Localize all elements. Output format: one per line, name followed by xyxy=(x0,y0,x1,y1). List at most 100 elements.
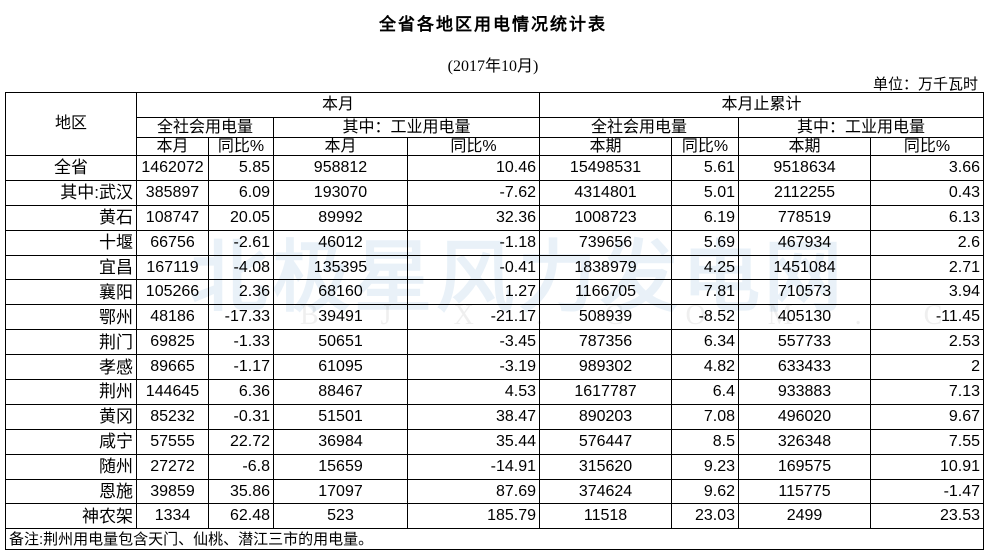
cell-c-ind: 633433 xyxy=(738,354,872,381)
cell-c-total-yoy: 7.08 xyxy=(671,403,740,430)
header-cum-total-yoy: 同比% xyxy=(671,137,740,156)
cell-m-ind-yoy: -3.45 xyxy=(406,329,541,356)
cell-c-total: 890203 xyxy=(539,403,673,430)
cell-m-ind-yoy: -21.17 xyxy=(406,304,541,331)
cell-m-total: 85232 xyxy=(136,403,209,430)
header-month-total: 全社会用电量 xyxy=(136,117,274,138)
table-row: 孝感 89665 -1.17 61095 -3.19 989302 4.82 633433 2 xyxy=(5,354,985,381)
header-cum-ind-value: 本期 xyxy=(738,137,872,156)
cell-c-ind-yoy: 2.53 xyxy=(870,329,985,356)
cell-region: 孝感 xyxy=(5,354,137,381)
cell-c-total: 1166705 xyxy=(539,279,673,306)
unit-label: 单位：万千瓦时 xyxy=(872,76,978,93)
cell-m-ind: 193070 xyxy=(273,179,408,206)
header-cum-industrial: 其中：工业用电量 xyxy=(738,117,985,138)
header-region: 地区 xyxy=(5,92,137,156)
cell-c-ind-yoy: 2.71 xyxy=(870,254,985,281)
cell-c-total: 576447 xyxy=(539,428,673,455)
table-row: 宜昌 167119 -4.08 135395 -0.41 1838979 4.25 14510… xyxy=(5,254,985,281)
cell-region: 鄂州 xyxy=(5,304,137,331)
cell-c-ind-yoy: -11.45 xyxy=(870,304,985,331)
cell-c-ind: 933883 xyxy=(738,379,872,405)
cell-m-total: 167119 xyxy=(136,254,209,281)
cell-region: 荆州 xyxy=(5,379,137,405)
cell-m-ind-yoy: 38.47 xyxy=(406,403,541,430)
cell-m-ind-yoy: -7.62 xyxy=(406,179,541,206)
cell-c-ind-yoy: 3.66 xyxy=(870,155,985,181)
cell-m-total: 105266 xyxy=(136,279,209,306)
cell-c-total: 4314801 xyxy=(539,179,673,206)
cell-c-total: 315620 xyxy=(539,453,673,480)
cell-m-total: 27272 xyxy=(136,453,209,480)
cell-c-ind-yoy: 10.91 xyxy=(870,453,985,480)
table-row: 随州 27272 -6.8 15659 -14.91 315620 9.23 169575 10… xyxy=(5,453,985,480)
cell-c-ind-yoy: 7.55 xyxy=(870,428,985,455)
page-title: 全省各地区用电情况统计表 xyxy=(379,15,607,35)
cell-m-total: 1462072 xyxy=(136,155,209,181)
table-row: 黄冈 85232 -0.31 51501 38.47 890203 7.08 496020 9.… xyxy=(5,403,985,430)
cell-c-total-yoy: 4.25 xyxy=(671,254,740,281)
cell-m-ind: 523 xyxy=(273,503,408,530)
cell-c-ind: 115775 xyxy=(738,478,872,505)
cell-m-total: 57555 xyxy=(136,428,209,455)
header-month-industrial: 其中：工业用电量 xyxy=(272,117,541,138)
cell-m-total-yoy: -17.33 xyxy=(208,304,274,331)
table-row: 咸宁 57555 22.72 36984 35.44 576447 8.5 326348 7.5… xyxy=(5,428,985,455)
cell-m-total-yoy: -1.33 xyxy=(208,329,274,356)
cell-m-ind-yoy: -3.19 xyxy=(406,354,541,381)
cell-m-ind: 88467 xyxy=(273,379,408,405)
cell-m-ind: 36984 xyxy=(273,428,408,455)
cell-region: 其中:武汉 xyxy=(5,179,137,206)
cell-m-ind: 135395 xyxy=(273,254,408,281)
cell-m-ind: 958812 xyxy=(273,155,408,181)
cell-c-total: 1008723 xyxy=(539,204,673,231)
table-row: 荆门 69825 -1.33 50651 -3.45 787356 6.34 557733 2.… xyxy=(5,329,985,356)
cell-c-total-yoy: 9.23 xyxy=(671,453,740,480)
cell-region: 恩施 xyxy=(5,478,137,505)
header-month-total-value: 本月 xyxy=(136,137,209,156)
cell-m-ind: 51501 xyxy=(273,403,408,430)
header-this-month: 本月 xyxy=(135,92,541,118)
cell-region: 随州 xyxy=(5,453,137,480)
cell-c-total: 11518 xyxy=(539,503,673,530)
cell-m-total-yoy: -6.8 xyxy=(208,453,274,480)
cell-c-total-yoy: 5.01 xyxy=(671,179,740,206)
cell-c-total-yoy: 6.4 xyxy=(671,379,740,405)
cell-c-ind-yoy: 2.6 xyxy=(870,229,985,256)
cell-c-total-yoy: 6.19 xyxy=(671,204,740,231)
header-month-ind-value: 本月 xyxy=(273,137,408,156)
header-cum-ind-yoy: 同比% xyxy=(870,137,985,156)
cell-region: 黄石 xyxy=(5,204,137,231)
header-cum-total: 全社会用电量 xyxy=(539,117,740,138)
cell-c-total-yoy: 4.82 xyxy=(671,354,740,381)
cell-region: 全省 xyxy=(5,155,137,181)
cell-c-total-yoy: 7.81 xyxy=(671,279,740,306)
cell-c-total: 15498531 xyxy=(539,155,673,181)
table-row: 十堰 66756 -2.61 46012 -1.18 739656 5.69 467934 2.… xyxy=(5,229,985,256)
cell-c-total-yoy: 6.34 xyxy=(671,329,740,356)
cell-m-ind: 50651 xyxy=(273,329,408,356)
cell-c-ind: 496020 xyxy=(738,403,872,430)
table-row: 其中:武汉 385897 6.09 193070 -7.62 4314801 5.01 211… xyxy=(5,179,985,206)
cell-c-ind: 405130 xyxy=(738,304,872,331)
cell-c-ind: 778519 xyxy=(738,204,872,231)
cell-m-total: 39859 xyxy=(136,478,209,505)
cell-c-ind: 2112255 xyxy=(738,179,872,206)
cell-m-ind: 15659 xyxy=(273,453,408,480)
cell-m-total: 144645 xyxy=(136,379,209,405)
cell-m-total-yoy: -0.31 xyxy=(208,403,274,430)
header-cumulative: 本月止累计 xyxy=(539,92,985,118)
header-month-total-yoy: 同比% xyxy=(208,137,274,156)
table-row: 荆州 144645 6.36 88467 4.53 1617787 6.4 933883 7.1… xyxy=(5,379,985,405)
cell-m-ind-yoy: 185.79 xyxy=(406,503,541,530)
cell-region: 黄冈 xyxy=(5,403,137,430)
cell-c-ind-yoy: 7.13 xyxy=(870,379,985,405)
cell-region: 荆门 xyxy=(5,329,137,356)
cell-m-total-yoy: 35.86 xyxy=(208,478,274,505)
cell-c-ind-yoy: 3.94 xyxy=(870,279,985,306)
cell-m-ind-yoy: -1.18 xyxy=(406,229,541,256)
cell-m-ind: 46012 xyxy=(273,229,408,256)
cell-m-total-yoy: 20.05 xyxy=(208,204,274,231)
cell-m-total-yoy: 5.85 xyxy=(208,155,274,181)
cell-c-ind: 1451084 xyxy=(738,254,872,281)
